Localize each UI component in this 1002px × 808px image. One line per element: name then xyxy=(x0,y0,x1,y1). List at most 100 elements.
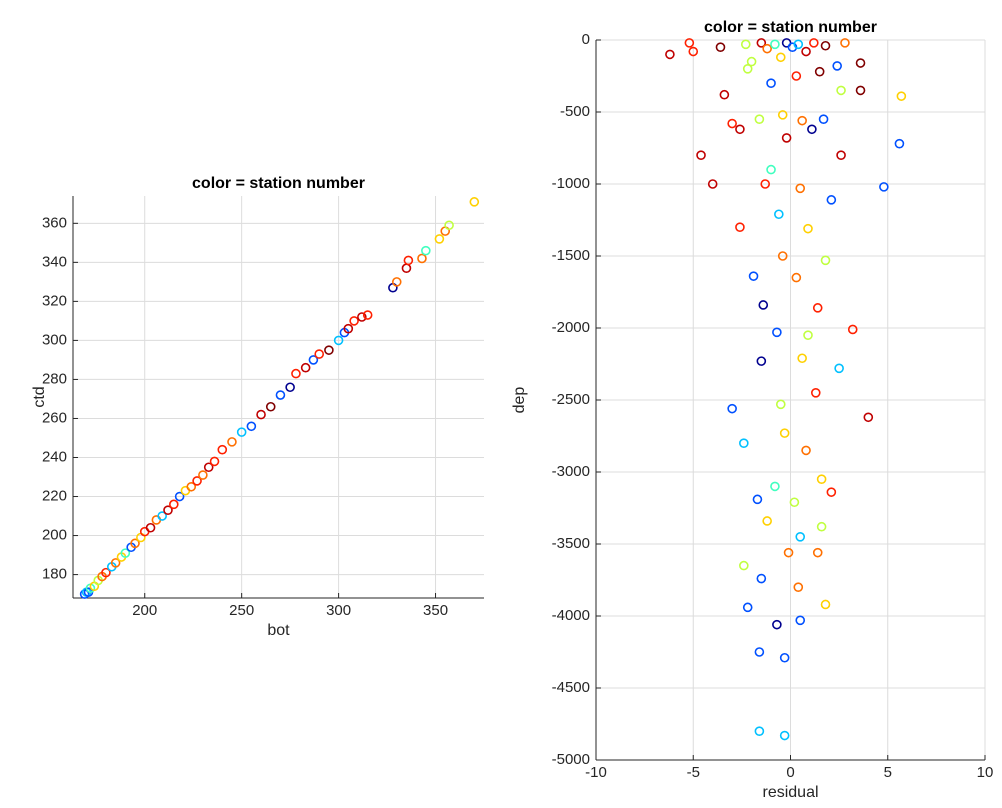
y-tick-label: 280 xyxy=(42,370,67,387)
scatter-point xyxy=(256,409,266,420)
y-tick-label: 260 xyxy=(42,409,67,426)
scatter-point xyxy=(401,263,412,274)
scatter-point xyxy=(836,150,846,160)
y-axis-label: ctd xyxy=(31,386,48,407)
scatter-point xyxy=(770,39,780,50)
scatter-point xyxy=(803,223,813,234)
scatter-point xyxy=(130,538,140,549)
x-tick-label: 250 xyxy=(229,602,254,619)
scatter-point xyxy=(894,138,905,149)
scatter-point xyxy=(879,182,889,192)
scatter-point xyxy=(403,255,414,266)
scatter-point xyxy=(434,234,445,244)
scatter-point xyxy=(357,312,367,322)
y-tick-label: -3000 xyxy=(552,463,590,480)
scatter-point xyxy=(421,245,431,256)
scatter-point xyxy=(754,114,765,124)
scatter-point xyxy=(469,197,480,207)
y-tick-label: 300 xyxy=(42,331,67,348)
scatter-point xyxy=(847,324,858,335)
y-tick-label: -4000 xyxy=(552,607,590,624)
scatter-point xyxy=(291,368,301,379)
scatter-point xyxy=(285,382,295,393)
scatter-point xyxy=(832,61,842,71)
scatter-point xyxy=(688,46,699,57)
y-tick-label: 0 xyxy=(582,31,590,48)
scatter-point xyxy=(665,49,675,60)
y-tick-label: -2000 xyxy=(552,319,590,336)
scatter-point xyxy=(762,43,772,54)
scatter-point xyxy=(236,427,247,437)
x-tick-label: -10 xyxy=(585,764,607,781)
scatter-point xyxy=(820,599,831,610)
scatter-point xyxy=(826,195,837,205)
chart-title: color = station number xyxy=(192,175,365,192)
scatter-point xyxy=(826,487,837,497)
scatter-point xyxy=(896,91,907,101)
scatter-point xyxy=(807,124,817,135)
scatter-point xyxy=(797,353,807,364)
scatter-point xyxy=(795,615,806,626)
scatter-point xyxy=(762,516,772,526)
scatter-point xyxy=(812,547,823,558)
scatter-point xyxy=(801,46,811,57)
scatter-point xyxy=(756,356,767,366)
x-tick-label: 200 xyxy=(132,602,157,619)
y-axis-label: dep xyxy=(511,387,528,414)
scatter-point xyxy=(809,38,819,48)
scatter-point xyxy=(789,497,800,508)
scatter-point xyxy=(781,133,792,143)
scatter-point xyxy=(760,179,771,189)
scatter-point xyxy=(772,327,782,338)
y-tick-label: 240 xyxy=(42,448,67,465)
scatter-point xyxy=(174,491,185,502)
scatter-point xyxy=(775,52,786,63)
scatter-point xyxy=(803,330,813,341)
scatter-point xyxy=(820,40,831,51)
x-axis-label: bot xyxy=(267,622,290,639)
scatter-point xyxy=(779,428,790,438)
x-tick-label: 300 xyxy=(326,602,351,619)
x-tick-label: 5 xyxy=(884,764,892,781)
scatter-point xyxy=(735,124,745,135)
y-tick-label: 340 xyxy=(42,253,67,270)
scatter-point xyxy=(186,481,197,492)
scatter-point xyxy=(746,56,757,67)
scatter-point xyxy=(818,114,829,124)
scatter-point xyxy=(735,222,745,232)
scatter-point xyxy=(417,253,427,264)
scatter-point xyxy=(793,39,804,50)
y-tick-label: -1000 xyxy=(552,175,590,192)
y-tick-label: -1500 xyxy=(552,247,590,264)
scatter-point xyxy=(362,310,373,320)
scatter-point xyxy=(770,481,780,492)
scatter-point xyxy=(684,38,695,48)
scatter-point xyxy=(157,511,167,521)
scatter-point xyxy=(863,412,874,423)
y-tick-label: 220 xyxy=(42,487,67,504)
scatter-point xyxy=(246,421,257,432)
y-tick-label: 360 xyxy=(42,214,67,231)
scatter-point xyxy=(820,255,831,266)
scatter-point xyxy=(707,179,718,189)
scatter-point xyxy=(324,345,334,355)
y-tick-label: -4500 xyxy=(552,679,590,696)
scatter-point xyxy=(110,558,121,568)
scatter-point xyxy=(742,64,753,74)
y-tick-label: -500 xyxy=(560,103,590,120)
scatter-point xyxy=(349,316,359,326)
scatter-point xyxy=(791,272,802,283)
scatter-point xyxy=(783,547,794,558)
scatter-point xyxy=(343,323,354,334)
scatter-point xyxy=(855,58,866,68)
scatter-point xyxy=(779,652,790,663)
scatter-point xyxy=(192,476,202,486)
x-axis-label: residual xyxy=(762,784,818,801)
x-tick-label: 0 xyxy=(786,764,794,781)
scatter-point xyxy=(756,38,767,48)
scatter-point xyxy=(715,42,726,53)
scatter-point xyxy=(209,456,220,467)
scatter-point xyxy=(795,531,806,542)
scatter-point xyxy=(754,647,765,657)
scatter-point xyxy=(777,110,788,120)
